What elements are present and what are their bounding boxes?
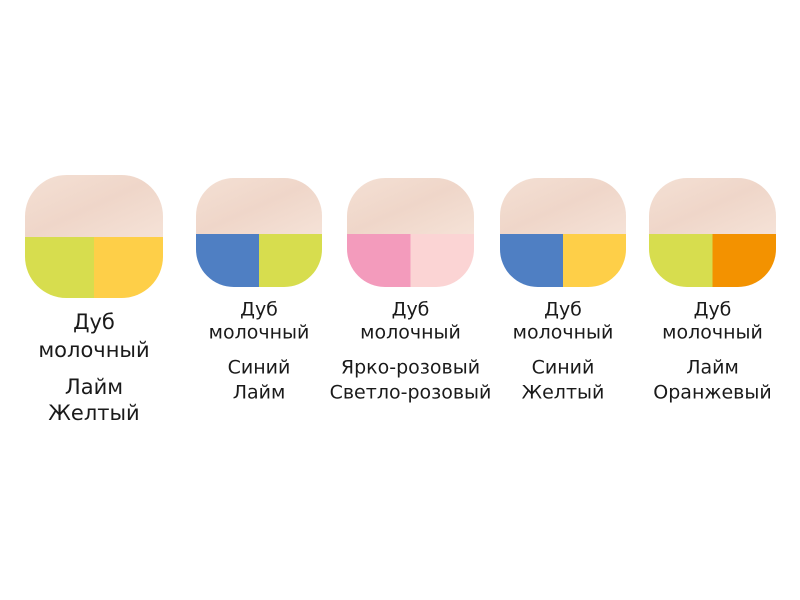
color-name: Лайм [233, 382, 286, 404]
wood-top [196, 178, 322, 234]
material-name: молочный [209, 322, 310, 344]
wood-top [25, 175, 163, 237]
wood-top [649, 178, 776, 234]
color-name: Синий [532, 357, 595, 379]
color-left [500, 234, 563, 287]
swatch [347, 178, 474, 287]
material-name: Дуб [694, 299, 732, 321]
color-right [259, 234, 322, 287]
material-name: молочный [662, 322, 763, 344]
color-left [25, 237, 94, 298]
color-right [410, 234, 474, 287]
wood-top [347, 178, 474, 234]
color-name: Ярко-розовый [341, 357, 480, 379]
color-left [649, 234, 713, 287]
swatch [649, 178, 776, 287]
color-right [94, 237, 163, 298]
color-name: Лайм [686, 357, 739, 379]
color-name: Оранжевый [653, 382, 771, 404]
material-name: Дуб [240, 299, 278, 321]
color-name: Желтый [522, 382, 605, 404]
color-name: Синий [228, 357, 291, 379]
material-name: молочный [513, 322, 614, 344]
material-name: молочный [360, 322, 461, 344]
wood-top [500, 178, 626, 234]
color-right [563, 234, 626, 287]
color-name: Желтый [48, 401, 139, 425]
color-right [712, 234, 776, 287]
swatch [500, 178, 626, 287]
color-name: Светло-розовый [330, 382, 492, 404]
color-name: Лайм [65, 375, 123, 399]
material-name: молочный [38, 338, 149, 362]
material-name: Дуб [73, 310, 115, 334]
swatch [25, 175, 163, 298]
swatch [196, 178, 322, 287]
material-name: Дуб [544, 299, 582, 321]
color-left [347, 234, 411, 287]
material-name: Дуб [392, 299, 430, 321]
color-left [196, 234, 259, 287]
